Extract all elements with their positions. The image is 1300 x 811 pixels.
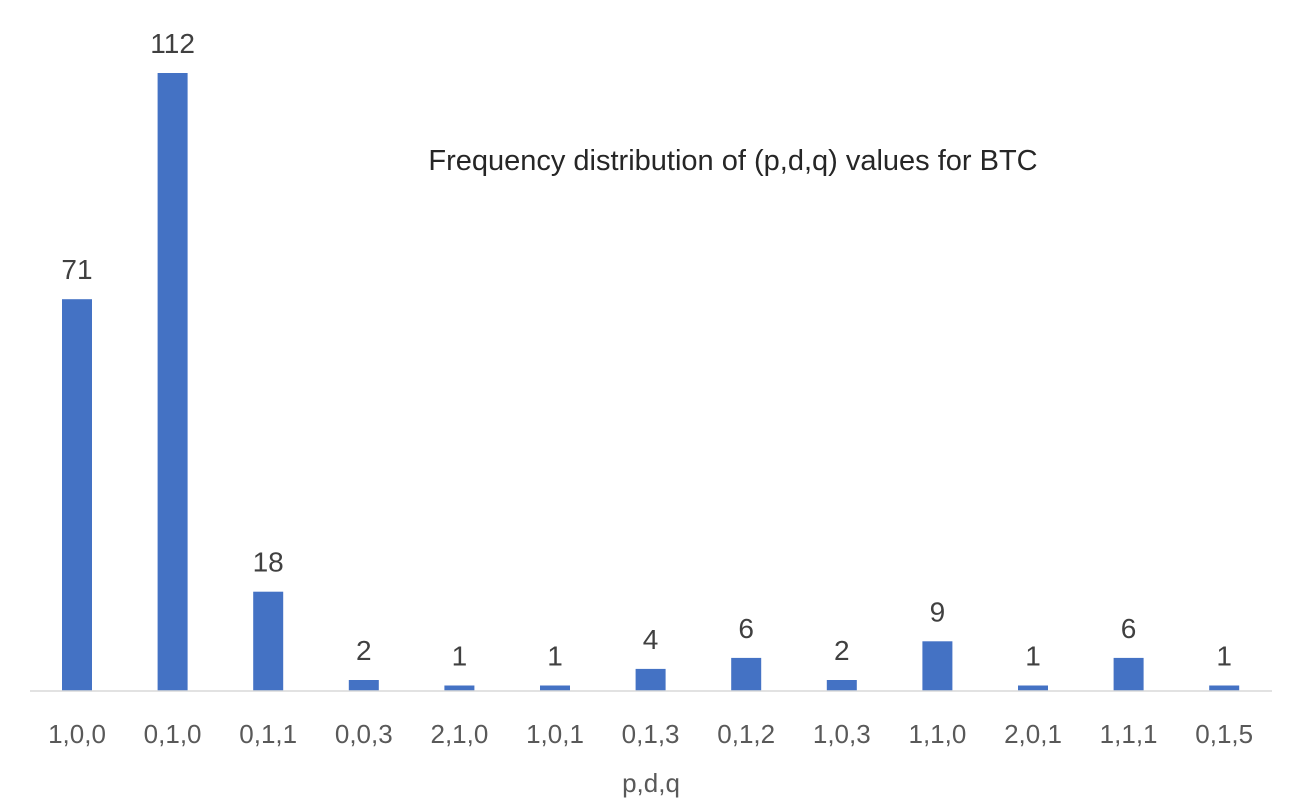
value-label-0-1-3: 4 <box>643 624 659 655</box>
tick-label-1-0-1: 1,0,1 <box>526 719 584 749</box>
tick-label-1-1-1: 1,1,1 <box>1100 719 1158 749</box>
tick-label-0-1-0: 0,1,0 <box>144 719 202 749</box>
value-label-1-0-1: 1 <box>547 641 563 672</box>
value-label-1-0-0: 71 <box>61 254 92 285</box>
bar-0-1-5 <box>1209 685 1240 691</box>
tick-label-0-1-3: 0,1,3 <box>622 719 680 749</box>
bar-0-0-3 <box>348 680 379 691</box>
bar-2-0-1 <box>1018 685 1048 691</box>
tick-label-0-1-1: 0,1,1 <box>239 719 297 749</box>
value-label-1-1-0: 9 <box>930 596 946 627</box>
x-tick-labels-group: 1,0,0 0,1,0 0,1,1 0,0,3 2,1,0 1,0,1 0,1,3 0,1,2… <box>48 719 1253 749</box>
value-label-0-1-1: 18 <box>253 547 284 578</box>
value-label-0-1-2: 6 <box>738 613 754 644</box>
bar-1-0-1 <box>540 685 570 691</box>
bar-2-1-0 <box>444 685 475 691</box>
value-label-1-0-3: 2 <box>834 635 850 666</box>
x-axis-label: p,d,q <box>622 768 680 798</box>
tick-label-2-1-0: 2,1,0 <box>430 719 488 749</box>
chart-title: Frequency distribution of (p,d,q) values… <box>428 145 1037 177</box>
tick-label-1-0-3: 1,0,3 <box>813 719 871 749</box>
bar-1-0-0 <box>62 299 92 691</box>
tick-label-2-0-1: 2,0,1 <box>1004 719 1062 749</box>
value-label-2-1-0: 1 <box>452 641 468 672</box>
bar-1-0-3 <box>826 680 857 691</box>
bar-0-1-0 <box>157 73 188 691</box>
bar-1-1-0 <box>922 641 953 691</box>
tick-label-0-1-5: 0,1,5 <box>1195 719 1253 749</box>
bar-0-1-3 <box>635 668 666 691</box>
tick-label-0-0-3: 0,0,3 <box>335 719 393 749</box>
value-label-0-1-5: 1 <box>1216 641 1232 672</box>
value-label-2-0-1: 1 <box>1025 641 1041 672</box>
tick-label-1-0-0: 1,0,0 <box>48 719 106 749</box>
value-label-0-0-3: 2 <box>356 635 372 666</box>
tick-label-1-1-0: 1,1,0 <box>908 719 966 749</box>
value-label-1-1-1: 6 <box>1121 613 1137 644</box>
bar-1-1-1 <box>1113 657 1144 691</box>
bar-0-1-1 <box>253 591 284 691</box>
bars-group <box>62 73 1240 691</box>
tick-label-0-1-2: 0,1,2 <box>717 719 775 749</box>
value-label-0-1-0: 112 <box>150 28 195 59</box>
bar-0-1-2 <box>731 657 762 691</box>
